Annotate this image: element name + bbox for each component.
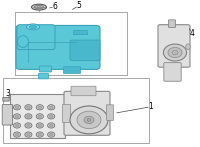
Circle shape <box>36 132 43 137</box>
Circle shape <box>77 111 101 129</box>
FancyBboxPatch shape <box>106 105 114 120</box>
Text: 1: 1 <box>149 102 153 111</box>
Circle shape <box>49 124 53 127</box>
Circle shape <box>84 116 94 124</box>
Circle shape <box>38 106 42 109</box>
Circle shape <box>38 115 42 118</box>
Circle shape <box>48 132 55 137</box>
FancyBboxPatch shape <box>2 105 13 125</box>
Circle shape <box>172 50 178 55</box>
FancyBboxPatch shape <box>16 25 100 69</box>
Text: 6: 6 <box>53 2 57 11</box>
Ellipse shape <box>186 44 190 49</box>
Circle shape <box>27 106 30 109</box>
Text: 5: 5 <box>77 1 81 10</box>
Circle shape <box>48 123 55 128</box>
Ellipse shape <box>26 24 40 30</box>
Circle shape <box>36 123 43 128</box>
FancyBboxPatch shape <box>64 91 110 135</box>
Circle shape <box>13 132 21 137</box>
Bar <box>15 12 127 75</box>
FancyBboxPatch shape <box>158 25 190 67</box>
Text: 4: 4 <box>189 29 194 38</box>
FancyBboxPatch shape <box>164 63 181 81</box>
Circle shape <box>38 133 42 136</box>
Circle shape <box>36 114 43 119</box>
FancyBboxPatch shape <box>63 67 81 74</box>
Bar <box>3 78 149 143</box>
Circle shape <box>36 105 43 110</box>
Ellipse shape <box>18 36 29 47</box>
Ellipse shape <box>34 6 44 9</box>
Circle shape <box>49 115 53 118</box>
FancyBboxPatch shape <box>17 25 55 50</box>
Ellipse shape <box>29 25 37 29</box>
FancyBboxPatch shape <box>62 104 70 122</box>
Circle shape <box>15 106 19 109</box>
Circle shape <box>70 106 108 134</box>
FancyBboxPatch shape <box>39 66 52 72</box>
Text: 2: 2 <box>5 110 10 119</box>
Circle shape <box>168 47 182 58</box>
Circle shape <box>27 115 30 118</box>
Circle shape <box>13 105 21 110</box>
FancyBboxPatch shape <box>71 86 96 96</box>
Circle shape <box>49 133 53 136</box>
Circle shape <box>27 133 30 136</box>
Circle shape <box>48 114 55 119</box>
Circle shape <box>15 115 19 118</box>
Circle shape <box>13 123 21 128</box>
Ellipse shape <box>32 4 46 10</box>
FancyBboxPatch shape <box>168 20 176 27</box>
Circle shape <box>13 114 21 119</box>
Text: 3: 3 <box>5 89 10 98</box>
Circle shape <box>25 123 32 128</box>
FancyBboxPatch shape <box>3 97 9 101</box>
FancyBboxPatch shape <box>70 40 100 61</box>
Circle shape <box>15 124 19 127</box>
Circle shape <box>25 114 32 119</box>
Circle shape <box>15 133 19 136</box>
Circle shape <box>163 44 187 61</box>
Circle shape <box>49 106 53 109</box>
Circle shape <box>25 132 32 137</box>
Circle shape <box>38 124 42 127</box>
Circle shape <box>25 105 32 110</box>
FancyBboxPatch shape <box>10 94 65 138</box>
Circle shape <box>27 124 30 127</box>
FancyBboxPatch shape <box>73 31 88 35</box>
Circle shape <box>87 118 91 121</box>
FancyBboxPatch shape <box>38 73 48 79</box>
Circle shape <box>48 105 55 110</box>
